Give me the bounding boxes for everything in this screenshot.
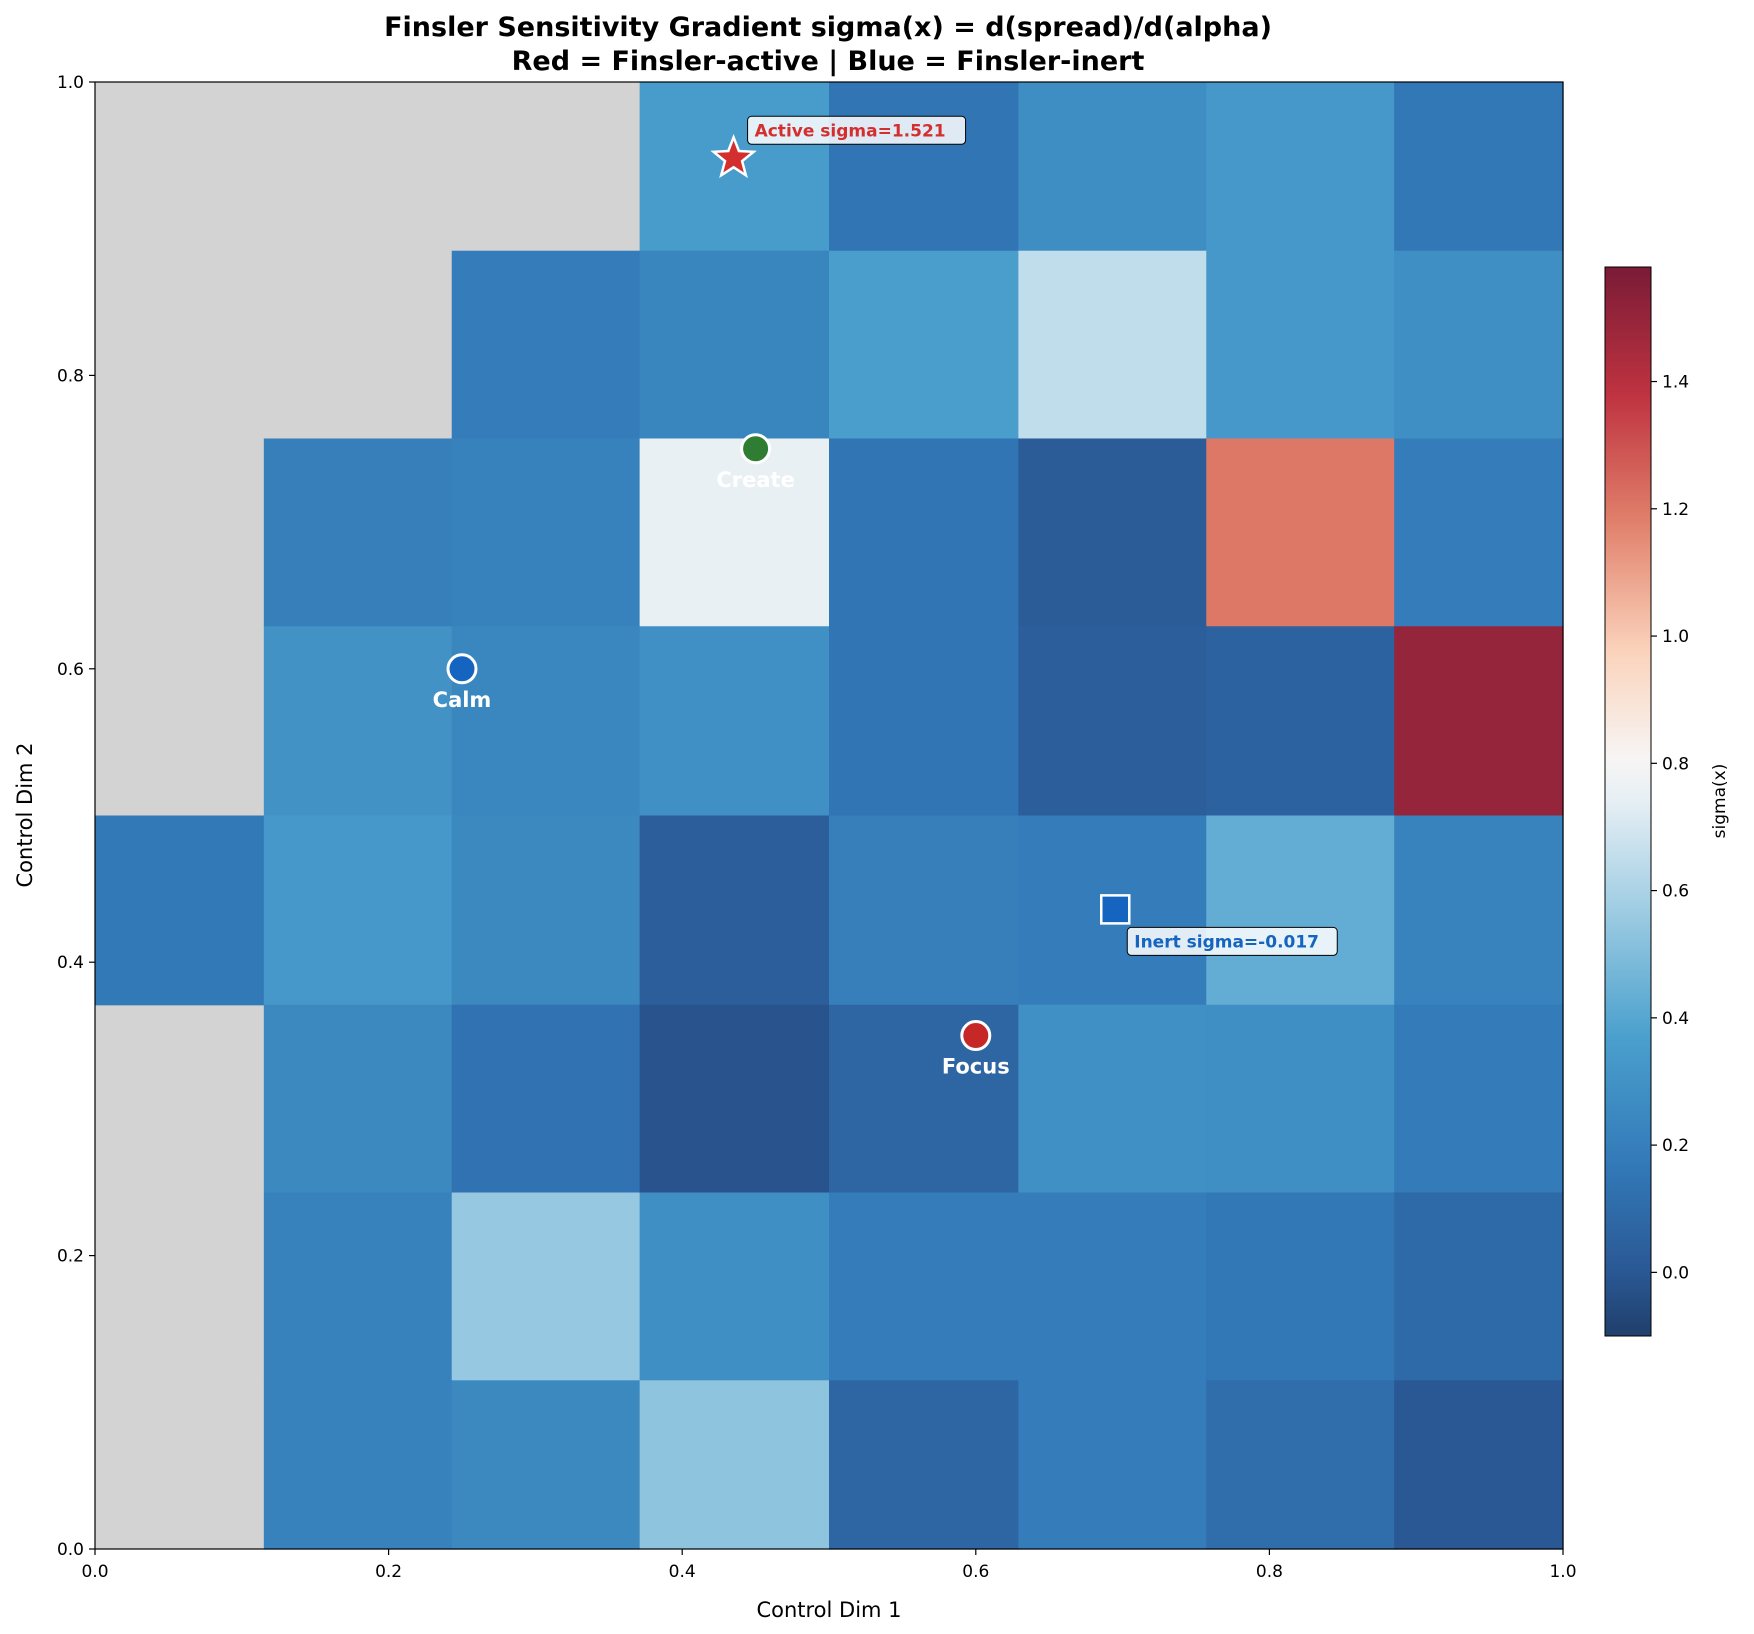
colorbar: 0.0 0.2 0.4 0.6 0.8 1.0 1.2 1.4 sigma(x)	[1604, 266, 1730, 1337]
marker-label-create: Create	[716, 468, 794, 492]
y-tick-label: 0.6	[57, 660, 84, 680]
heatmap-cell	[639, 815, 830, 1006]
heatmap-cell	[451, 815, 641, 1006]
heatmap-cell	[1394, 815, 1564, 1006]
heatmap-cell	[829, 82, 1019, 252]
heatmap-cell	[451, 1192, 641, 1381]
heatmap-cell	[1394, 250, 1564, 440]
colorbar-tick-label: 1.0	[1662, 627, 1689, 647]
y-tick-label: 0.2	[57, 1247, 84, 1267]
heatmap-cell	[639, 626, 830, 817]
heatmap-cell	[263, 815, 453, 1006]
y-tick-label: 1.0	[57, 73, 84, 93]
y-tick-label: 0.4	[57, 953, 84, 973]
heatmap-cell	[451, 1380, 641, 1550]
heatmap-cell	[639, 1192, 830, 1381]
heatmap-cell	[1206, 626, 1395, 817]
heatmap-cell	[829, 815, 1019, 1006]
heatmap-cell	[1394, 626, 1564, 817]
heatmap-cell	[1394, 1004, 1564, 1194]
active-annotation-box	[747, 115, 967, 145]
colorbar-tick-label: 0.2	[1662, 1136, 1689, 1156]
heatmap-cell	[1206, 438, 1395, 627]
heatmap-cell	[639, 438, 830, 627]
heatmap-cell	[1018, 250, 1207, 440]
heatmap-cell	[1394, 438, 1564, 627]
colorbar-gradient	[1604, 266, 1652, 1337]
x-tick-label: 0.2	[375, 1562, 402, 1582]
colorbar-ticks: 0.0 0.2 0.4 0.6 0.8 1.0 1.2 1.4	[1651, 373, 1689, 1283]
x-tick-label: 0.8	[1256, 1562, 1283, 1582]
heatmap-cell	[451, 1004, 641, 1194]
heatmap-cell	[829, 250, 1019, 440]
marker-label-focus: Focus	[942, 1055, 1010, 1079]
heatmap-cell	[263, 1004, 453, 1194]
inert-annotation-box	[1126, 926, 1338, 956]
colorbar-label: sigma(x)	[1710, 764, 1730, 839]
heatmap-cell	[639, 250, 830, 440]
heatmap-cell	[1394, 1192, 1564, 1381]
heatmap-cell	[1394, 1380, 1564, 1550]
colorbar-tick-label: 0.4	[1662, 1009, 1689, 1029]
markers: Create Calm Focus Active sigma=1.521 Inert s…	[433, 115, 1338, 1079]
y-tick-label: 0.0	[57, 1540, 84, 1560]
marker-label-calm: Calm	[433, 688, 492, 712]
heatmap-cell	[1206, 250, 1395, 440]
heatmap-cell	[1206, 82, 1395, 252]
y-axis-label: Control Dim 2	[13, 742, 37, 887]
colorbar-tick-label: 0.8	[1662, 754, 1689, 774]
chart-title-line2: Red = Finsler-active | Blue = Finsler-in…	[512, 46, 1145, 77]
x-tick-label: 0.6	[962, 1562, 989, 1582]
colorbar-tick-label: 1.4	[1662, 373, 1689, 393]
heatmap-cell	[1018, 438, 1207, 627]
heatmap-cell	[1018, 1192, 1207, 1381]
plot-area	[94, 81, 1564, 1550]
marker-create	[740, 433, 772, 465]
inert-annotation-label: Inert sigma=-0.017	[1134, 932, 1319, 952]
heatmap-cell	[263, 438, 453, 627]
heatmap-cells	[95, 82, 1564, 1550]
heatmap-cell	[95, 815, 265, 1006]
x-tick-label: 1.0	[1549, 1562, 1576, 1582]
heatmap-cell	[263, 1192, 453, 1381]
colorbar-tick-label: 0.6	[1662, 882, 1689, 902]
x-tick-label: 0.0	[81, 1562, 108, 1582]
heatmap-cell	[1206, 1380, 1395, 1550]
plot-frame	[94, 81, 1564, 1550]
heatmap-cell	[451, 250, 641, 440]
heatmap-cell	[639, 1380, 830, 1550]
x-axis-label: Control Dim 1	[756, 1598, 901, 1622]
colorbar-tick-label: 0.0	[1662, 1263, 1689, 1283]
heatmap-cell	[829, 1380, 1019, 1550]
heatmap-cell	[829, 438, 1019, 627]
heatmap-cell	[1206, 1192, 1395, 1381]
active-star-marker	[710, 133, 757, 179]
heatmap-cell	[1206, 1004, 1395, 1194]
chart-title-line1: Finsler Sensitivity Gradient sigma(x) = …	[384, 12, 1272, 43]
marker-focus	[960, 1020, 992, 1052]
x-tick-label: 0.4	[669, 1562, 696, 1582]
heatmap-cell	[1018, 626, 1207, 817]
heatmap-cell	[829, 626, 1019, 817]
x-axis-ticks: 0.0 0.2 0.4 0.6 0.8 1.0	[81, 1549, 1577, 1582]
heatmap-cell	[451, 626, 641, 817]
marker-calm	[446, 653, 478, 685]
y-tick-label: 0.8	[57, 366, 84, 386]
heatmap-cell	[263, 626, 453, 817]
heatmap-cell	[1018, 1380, 1207, 1550]
heatmap-cell	[451, 438, 641, 627]
heatmap-cell	[263, 1380, 453, 1550]
heatmap-cell	[1394, 82, 1564, 252]
heatmap-cell	[1018, 82, 1207, 252]
heatmap-cell	[1018, 1004, 1207, 1194]
heatmap-cell	[829, 1192, 1019, 1381]
colorbar-tick-label: 1.2	[1662, 500, 1689, 520]
active-annotation-label: Active sigma=1.521	[755, 121, 946, 141]
y-axis-ticks: 0.0 0.2 0.4 0.6 0.8 1.0	[57, 73, 95, 1560]
heatmap-cell	[1206, 815, 1395, 1006]
heatmap-cell	[639, 1004, 830, 1194]
inert-square-marker	[1100, 894, 1131, 925]
